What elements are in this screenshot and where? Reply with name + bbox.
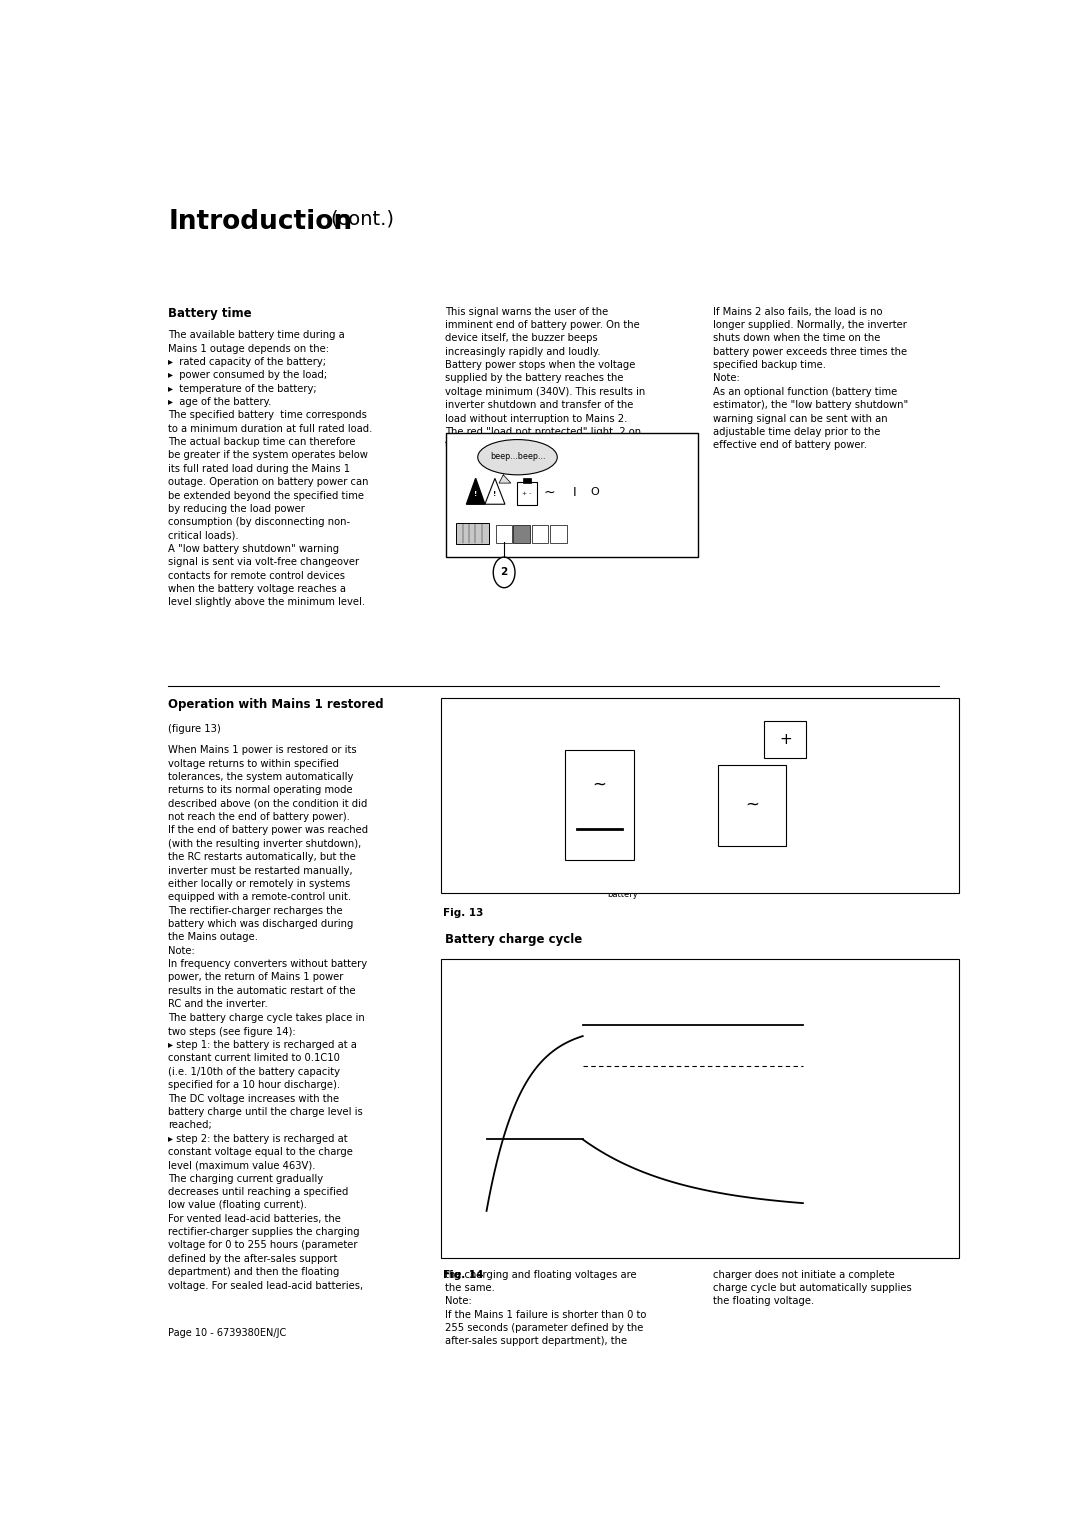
Text: The available battery time during a
Mains 1 outage depends on the:
▸  rated capa: The available battery time during a Main… (168, 330, 373, 608)
Text: !: ! (494, 490, 497, 496)
Ellipse shape (477, 440, 557, 475)
FancyBboxPatch shape (513, 525, 530, 544)
Polygon shape (467, 478, 485, 504)
Text: rectifier-: rectifier- (582, 736, 617, 745)
Text: mains 2: mains 2 (475, 750, 511, 759)
Text: This signal warns the user of the
imminent end of battery power. On the
device i: This signal warns the user of the immine… (445, 307, 645, 450)
FancyBboxPatch shape (442, 698, 959, 893)
Text: I: I (572, 486, 577, 499)
Text: ~: ~ (745, 796, 759, 814)
Text: When Mains 1 power is restored or its
voltage returns to within specified
tolera: When Mains 1 power is restored or its vo… (168, 745, 368, 1009)
Text: voltage: voltage (618, 1006, 663, 1015)
Polygon shape (499, 475, 511, 483)
Text: charger: charger (584, 744, 616, 753)
Text: Battery time: Battery time (168, 307, 252, 319)
Text: battery: battery (608, 890, 638, 899)
Text: constant voltage
decreasing current: constant voltage decreasing current (593, 1223, 674, 1243)
Text: 2: 2 (500, 568, 508, 577)
Polygon shape (485, 478, 505, 504)
Text: Introduction: Introduction (168, 209, 352, 235)
Text: mains 1: mains 1 (475, 820, 511, 829)
Text: charger does not initiate a complete
charge cycle but automatically supplies
the: charger does not initiate a complete cha… (713, 1269, 912, 1307)
FancyBboxPatch shape (765, 721, 807, 759)
Text: Battery charge cycle: Battery charge cycle (445, 933, 582, 947)
Text: !: ! (474, 490, 477, 496)
Text: current
limiting: current limiting (518, 1223, 551, 1243)
FancyBboxPatch shape (523, 478, 531, 483)
Text: +: + (779, 731, 792, 747)
Text: Operation with Mains 1 restored: Operation with Mains 1 restored (168, 698, 384, 712)
Text: If Mains 2 also fails, the load is no
longer supplied. Normally, the inverter
sh: If Mains 2 also fails, the load is no lo… (713, 307, 908, 450)
Text: Fig. 13: Fig. 13 (443, 907, 484, 918)
FancyBboxPatch shape (516, 483, 537, 505)
Text: current: current (651, 1153, 694, 1164)
Text: ~: ~ (593, 776, 607, 793)
FancyBboxPatch shape (550, 525, 567, 544)
Text: (cont.): (cont.) (330, 209, 394, 228)
FancyBboxPatch shape (496, 525, 513, 544)
Text: the charging and floating voltages are
the same.
Note:
If the Mains 1 failure is: the charging and floating voltages are t… (445, 1269, 646, 1347)
FancyBboxPatch shape (565, 750, 634, 861)
Text: (sealed batteries): (sealed batteries) (813, 1032, 889, 1041)
Text: Fig. 14: Fig. 14 (443, 1269, 484, 1280)
Text: load: load (929, 808, 948, 817)
Text: U/I: U/I (471, 973, 485, 983)
Text: U "floating": U "floating" (813, 1057, 863, 1066)
FancyBboxPatch shape (456, 524, 489, 544)
Text: t: t (812, 1206, 816, 1215)
Text: The battery charge cycle takes place in
two steps (see figure 14):
▸ step 1: the: The battery charge cycle takes place in … (168, 1014, 365, 1290)
Text: beep...beep...: beep...beep... (489, 452, 545, 461)
FancyBboxPatch shape (531, 525, 549, 544)
Text: ~: ~ (543, 486, 555, 499)
FancyBboxPatch shape (717, 765, 786, 846)
Text: O: O (590, 487, 599, 498)
Text: static switch: static switch (779, 710, 836, 719)
Circle shape (494, 557, 515, 588)
FancyBboxPatch shape (446, 432, 699, 557)
FancyBboxPatch shape (442, 959, 959, 1258)
Text: inverter: inverter (735, 753, 769, 762)
Text: Page 10 - 6739380EN/JC: Page 10 - 6739380EN/JC (168, 1328, 286, 1338)
Text: + -: + - (522, 492, 531, 496)
Text: (vented batteries): (vented batteries) (813, 1073, 891, 1083)
Text: 0.1 C10: 0.1 C10 (507, 1119, 543, 1127)
Text: (figure 13): (figure 13) (168, 724, 221, 734)
Text: U charge/floating: U charge/floating (813, 1017, 888, 1025)
